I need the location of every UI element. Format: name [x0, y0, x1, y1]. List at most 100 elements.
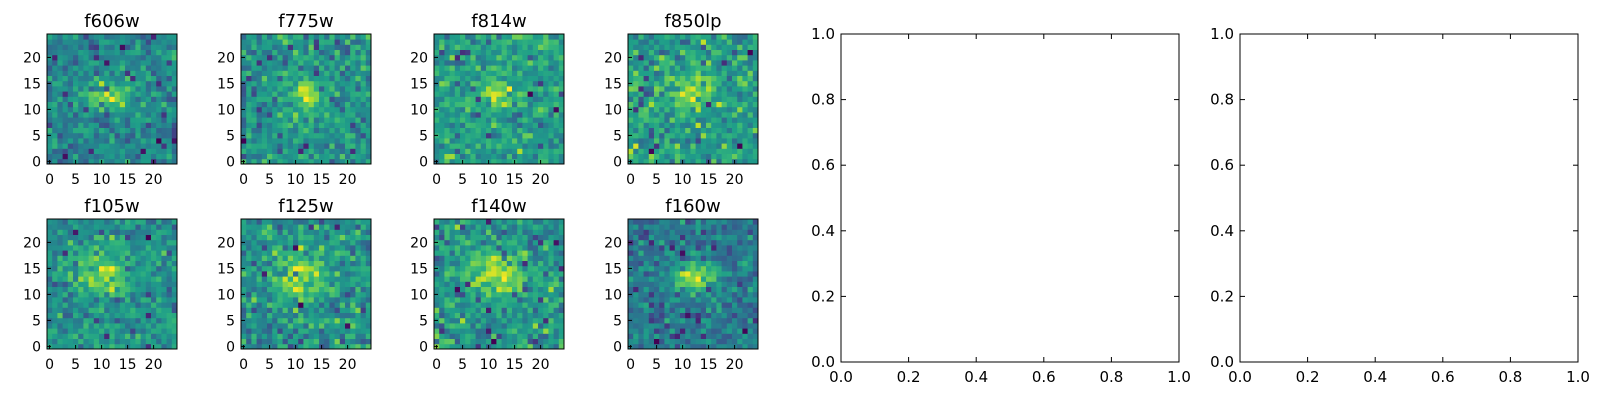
heatmap-cell [324, 333, 330, 339]
heatmap-cell [119, 250, 126, 256]
heatmap-cell [633, 143, 639, 149]
heatmap-cell [527, 224, 534, 230]
heatmap-cell [156, 44, 162, 50]
heatmap-cell [145, 80, 152, 87]
heatmap-cell [83, 54, 89, 61]
heatmap-cell [130, 239, 136, 246]
heatmap-cell [251, 96, 257, 102]
heatmap-cell [706, 255, 712, 261]
heatmap-cell [62, 91, 69, 97]
heatmap-cell [272, 70, 278, 76]
heatmap-cell [732, 302, 738, 308]
heatmap-cell [486, 271, 492, 277]
heatmap-cell [339, 132, 346, 139]
heatmap-cell [674, 101, 681, 108]
heatmap-cell [716, 70, 722, 76]
heatmap-cell [140, 91, 147, 97]
heatmap-cell [732, 86, 738, 92]
heatmap-cell [680, 44, 686, 50]
heatmap-cell [93, 148, 100, 154]
heatmap-cell [633, 312, 639, 319]
heatmap-cell [313, 271, 320, 277]
heatmap-cell [308, 271, 315, 277]
heatmap-cell [67, 34, 74, 40]
heatmap-cell [553, 229, 560, 235]
heatmap-cell [496, 49, 502, 56]
heatmap-cell [345, 96, 351, 102]
heatmap-cell [303, 250, 309, 256]
heatmap-cell [355, 158, 361, 165]
heatmap-cell [695, 39, 702, 45]
heatmap-cell [93, 234, 100, 241]
heatmap-cell [93, 229, 100, 235]
heatmap-cell [104, 328, 110, 334]
heatmap-cell [145, 250, 152, 256]
heatmap-cell [365, 96, 372, 102]
heatmap-cell [522, 54, 528, 61]
heatmap-cell [161, 44, 167, 50]
heatmap-cell [114, 158, 121, 165]
heatmap-cell [350, 333, 356, 339]
heatmap-cell [246, 158, 252, 165]
heatmap-cell [119, 143, 126, 149]
heatmap-cell [486, 255, 492, 261]
heatmap-cell [449, 291, 456, 298]
heatmap-cell [145, 148, 152, 154]
heatmap-cell [700, 106, 707, 113]
heatmap-cell [480, 75, 487, 82]
heatmap-cell [93, 239, 100, 246]
heatmap-cell [553, 323, 560, 329]
heatmap-cell [690, 148, 696, 154]
heatmap-cell [355, 333, 361, 339]
heatmap-cell [313, 65, 320, 71]
heatmap-cell [267, 328, 273, 334]
heatmap-cell [752, 143, 759, 149]
heatmap-cell [272, 39, 278, 45]
heatmap-cell [680, 323, 686, 329]
y-tick-label: 20 [217, 235, 235, 251]
heatmap-cell [272, 49, 278, 56]
heatmap-cell [73, 91, 79, 97]
heatmap-cell [88, 302, 95, 308]
heatmap-cell [470, 323, 476, 329]
heatmap-cell [73, 286, 79, 293]
heatmap-cell [460, 96, 466, 102]
heatmap-cell [643, 153, 650, 160]
heatmap-cell [480, 291, 487, 298]
heatmap-cell [700, 323, 707, 329]
heatmap-cell [251, 271, 257, 277]
heatmap-cell [543, 143, 549, 149]
heatmap-cell [486, 44, 492, 50]
heatmap-cell [324, 271, 330, 277]
heatmap-cell [52, 291, 58, 298]
heatmap-cell [737, 317, 743, 324]
heatmap-cell [532, 153, 539, 160]
heatmap-cell [99, 117, 105, 123]
heatmap-cell [83, 39, 89, 45]
heatmap-cell [52, 148, 58, 154]
heatmap-cell [700, 297, 707, 303]
heatmap-cell [78, 132, 84, 139]
heatmap-cell [680, 54, 686, 61]
heatmap-cell [109, 219, 115, 225]
heatmap-cell [256, 312, 263, 319]
heatmap-cell [256, 281, 263, 287]
heatmap-cell [527, 122, 534, 128]
axes-frame [627, 33, 759, 165]
heatmap-cell [241, 297, 247, 303]
heatmap-cell [47, 91, 53, 97]
heatmap-cell [628, 323, 634, 329]
heatmap-cell [491, 86, 497, 92]
heatmap-cell [67, 250, 74, 256]
heatmap-cell [475, 39, 482, 45]
heatmap-cell [532, 44, 539, 50]
heatmap-cell [664, 328, 670, 334]
heatmap-cell [711, 127, 717, 134]
heatmap-cell [532, 127, 539, 134]
heatmap-cell [145, 60, 152, 66]
heatmap-cell [99, 317, 105, 324]
y-tick-label: 0 [613, 154, 622, 170]
heatmap-cell [303, 281, 309, 287]
heatmap-cell [732, 297, 738, 303]
heatmap-cell [716, 317, 722, 324]
